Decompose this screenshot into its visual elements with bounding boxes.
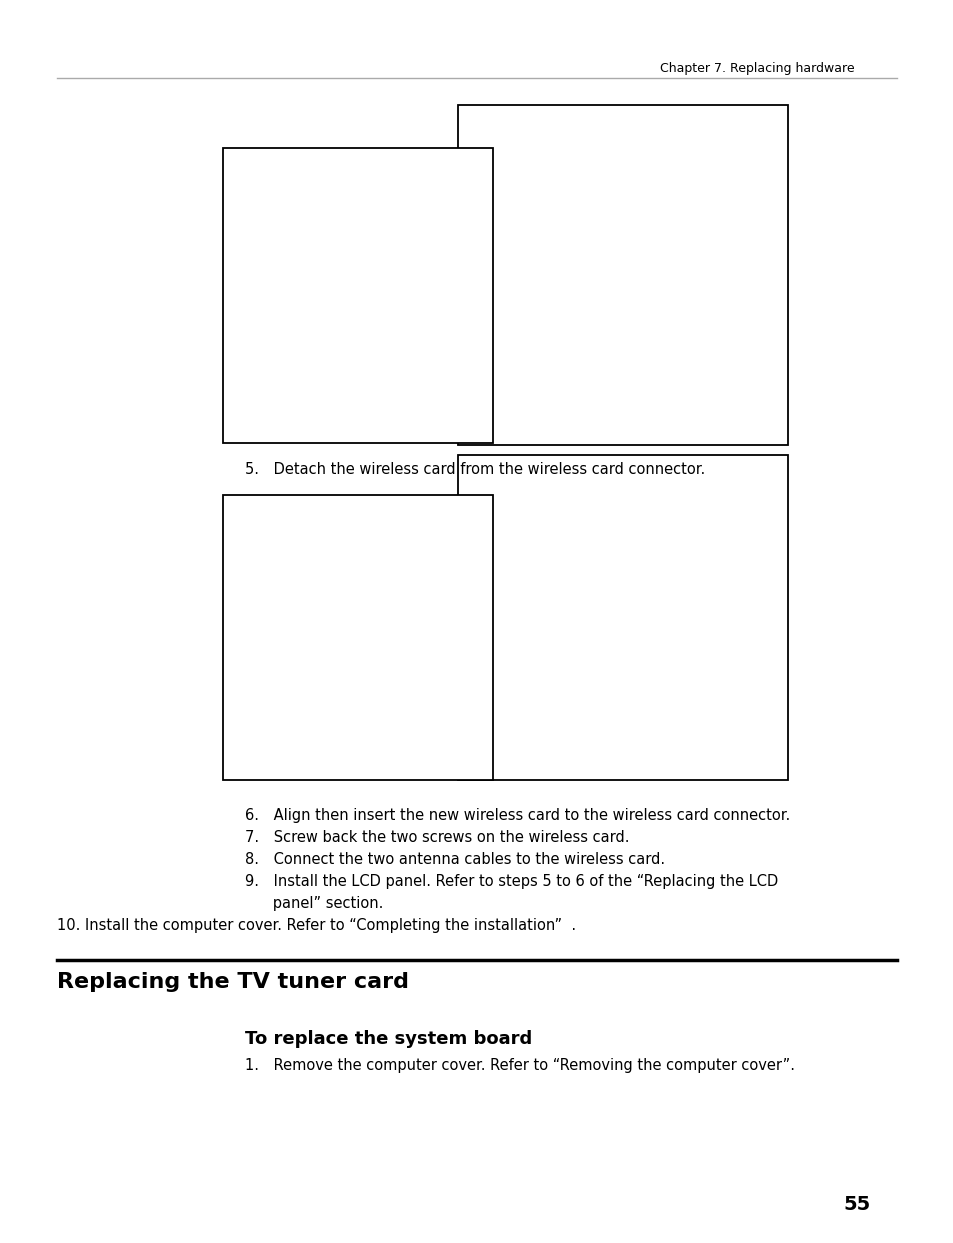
Text: 10. Install the computer cover. Refer to “Completing the installation”  .: 10. Install the computer cover. Refer to…: [57, 919, 576, 933]
Text: 6. Align then insert the new wireless card to the wireless card connector.: 6. Align then insert the new wireless ca…: [245, 808, 789, 823]
Bar: [457, 455, 787, 781]
Text: 7. Screw back the two screws on the wireless card.: 7. Screw back the two screws on the wire…: [245, 830, 629, 845]
Text: Replacing the TV tuner card: Replacing the TV tuner card: [57, 972, 409, 992]
Text: 55: 55: [842, 1195, 870, 1214]
Text: 1. Remove the computer cover. Refer to “Removing the computer cover”.: 1. Remove the computer cover. Refer to “…: [245, 1058, 794, 1073]
Bar: [223, 495, 493, 781]
Text: 5. Detach the wireless card from the wireless card connector.: 5. Detach the wireless card from the wir…: [245, 462, 704, 477]
Text: To replace the system board: To replace the system board: [245, 1030, 532, 1048]
Text: 8. Connect the two antenna cables to the wireless card.: 8. Connect the two antenna cables to the…: [245, 851, 664, 868]
Text: panel” section.: panel” section.: [245, 896, 383, 911]
Bar: [223, 148, 493, 443]
Bar: [457, 104, 787, 445]
Text: 9. Install the LCD panel. Refer to steps 5 to 6 of the “Replacing the LCD: 9. Install the LCD panel. Refer to steps…: [245, 874, 778, 889]
Text: Chapter 7. Replacing hardware: Chapter 7. Replacing hardware: [659, 62, 854, 75]
